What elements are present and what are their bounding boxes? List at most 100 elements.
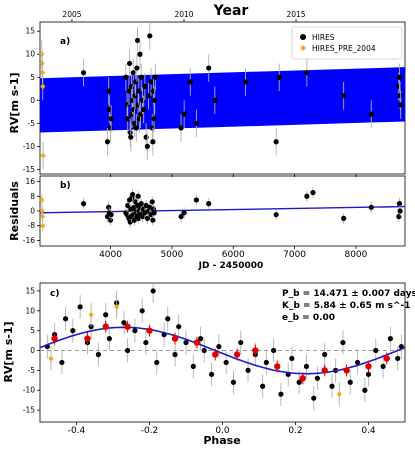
hires-point <box>322 351 328 358</box>
year-tick-label: 2015 <box>286 10 305 19</box>
y-tick-label: -8 <box>28 221 36 230</box>
hires-pre-2004-point <box>39 196 45 203</box>
hires-point <box>341 93 347 99</box>
hires-point <box>365 371 372 377</box>
annotation-period: P_b = 14.471 ± 0.007 days <box>282 289 415 299</box>
hires-point <box>143 134 149 140</box>
hires-point <box>148 79 154 85</box>
legend-hires-marker <box>300 34 306 40</box>
hires-point <box>106 88 112 94</box>
legend-hires-pre-marker <box>300 45 306 51</box>
binned-point <box>124 323 131 330</box>
hires-point <box>273 212 279 218</box>
hires-point <box>149 199 155 205</box>
hires-point <box>150 217 156 223</box>
panel-c-ylabel: RV[m s-1] <box>2 321 15 382</box>
hires-pre-2004-point <box>48 355 54 362</box>
hires-point <box>152 97 158 103</box>
hires-point <box>314 375 320 381</box>
hires-pre-2004-point <box>40 152 46 159</box>
binned-point <box>146 327 153 334</box>
panel-a-plot-area: -15 -10 -5 0 5 10 15 <box>23 21 406 177</box>
hires-point <box>396 74 403 80</box>
hires-point <box>124 102 130 108</box>
panel-a-label: a) <box>60 37 70 47</box>
hires-point <box>147 33 153 39</box>
hires-point <box>127 129 133 136</box>
y-tick-label: -16 <box>23 236 35 245</box>
hires-point <box>181 210 187 216</box>
hires-point <box>278 391 284 397</box>
y-tick-label: 16 <box>25 177 35 186</box>
panel-c-xlabel: Phase <box>203 434 240 447</box>
year-tick-label: 2005 <box>62 10 81 19</box>
hires-point <box>201 347 207 354</box>
hires-point <box>397 208 403 214</box>
binned-point <box>321 367 328 374</box>
hires-point <box>304 70 310 76</box>
hires-point <box>190 363 196 369</box>
hires-point <box>134 37 141 44</box>
panel-c-plot-area: -15 -10 -5 0 5 10 15 -0.4 -0.2 0.0 0.2 0.4 <box>23 282 406 436</box>
y-tick-label: -15 <box>23 406 35 415</box>
hires-point <box>311 395 317 401</box>
hires-point <box>152 74 158 80</box>
hires-point <box>396 213 402 220</box>
x-tick-label: 5000 <box>160 250 183 260</box>
hires-point <box>303 363 310 369</box>
hires-point <box>151 210 157 216</box>
hires-point <box>395 355 401 362</box>
hires-point <box>172 351 178 358</box>
hires-point <box>368 204 374 210</box>
binned-point <box>171 335 179 342</box>
hires-point <box>276 74 282 80</box>
hires-point <box>132 328 138 334</box>
hires-point <box>139 213 146 220</box>
hires-point <box>80 201 87 207</box>
hires-point <box>347 379 353 385</box>
binned-point <box>365 363 372 370</box>
panel-a-ylabel: RV[m s-1] <box>8 72 21 133</box>
hires-point <box>271 347 277 354</box>
hires-point <box>104 139 111 145</box>
hires-point <box>133 125 139 131</box>
hires-point <box>245 367 251 373</box>
hires-point <box>137 51 143 57</box>
hires-point <box>134 65 140 71</box>
hires-point <box>216 343 222 350</box>
hires-point <box>135 193 141 199</box>
panel-a-rv-time: -15 -10 -5 0 5 10 15 a) RV[m s-1] HIRES HIRES_… <box>8 21 406 177</box>
model-band <box>40 67 405 133</box>
hires-point <box>230 379 237 385</box>
y-tick-label: 0 <box>30 207 35 216</box>
hires-point <box>77 304 83 310</box>
hires-point <box>130 70 136 76</box>
hires-point <box>138 111 144 117</box>
x-tick-label: -0.2 <box>141 426 159 436</box>
year-tick-label: 2010 <box>174 10 193 19</box>
hires-point <box>70 328 76 334</box>
y-tick-label: 0 <box>30 96 35 105</box>
year-axis-ticks: 2005 2010 2015 <box>62 10 306 22</box>
hires-point <box>126 88 132 94</box>
hires-point <box>106 204 112 210</box>
hires-point <box>107 217 114 223</box>
year-axis-title: Year <box>213 3 249 19</box>
hires-point <box>125 116 131 122</box>
hires-point <box>397 93 403 99</box>
hires-point <box>106 336 112 342</box>
hires-point <box>106 106 112 113</box>
y-tick-label: 10 <box>25 306 35 315</box>
y-tick-label: 15 <box>25 286 35 295</box>
hires-point <box>135 102 141 108</box>
hires-point <box>128 134 134 140</box>
hires-point <box>368 111 374 117</box>
binned-point <box>193 339 201 346</box>
hires-pre-2004-point <box>40 222 46 229</box>
hires-point <box>136 88 142 94</box>
trend-line <box>39 205 406 214</box>
hires-point <box>354 359 361 366</box>
hires-point <box>212 97 218 103</box>
y-tick-label: 5 <box>30 73 35 82</box>
